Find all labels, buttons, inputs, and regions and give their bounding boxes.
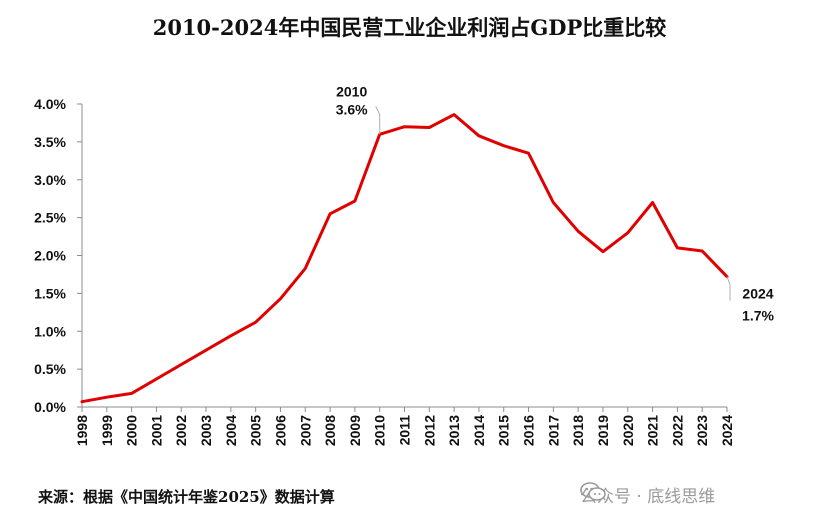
x-tick-label: 2019 xyxy=(595,415,611,446)
wechat-icon xyxy=(580,482,606,501)
y-tick-label: 1.0% xyxy=(34,323,66,339)
x-tick-label: 2000 xyxy=(124,415,140,446)
chart-title: 2010-2024年中国民营工业企业利润占GDP比重比较 xyxy=(152,15,667,40)
x-tick-label: 2005 xyxy=(248,415,264,446)
annotation-value: 1.7% xyxy=(742,308,774,324)
axes xyxy=(81,104,727,408)
x-tick-label: 2010 xyxy=(372,415,388,446)
annotations: 2010 3.6% 2024 1.7% xyxy=(336,83,775,323)
y-tick-labels: 0.0% 0.5% 1.0% 1.5% 2.0% 2.5% 3.0% 3.5% 4.0% xyxy=(34,96,82,415)
x-tick-label: 2024 xyxy=(719,415,735,446)
x-tick-label: 2014 xyxy=(471,415,487,446)
annotation-year: 2024 xyxy=(742,286,773,302)
x-tick-label: 2021 xyxy=(645,415,661,446)
x-tick-label: 2013 xyxy=(446,415,462,446)
x-tick-label: 2006 xyxy=(272,415,288,446)
watermark: 公众号 · 底线思维 xyxy=(580,482,715,507)
y-tick-label: 0.5% xyxy=(34,361,66,377)
x-tick-label: 2009 xyxy=(347,415,363,446)
annotation-value: 3.6% xyxy=(336,101,368,117)
source-note: 来源：根据《中国统计年鉴2025》数据计算 xyxy=(38,488,335,506)
y-tick-label: 4.0% xyxy=(34,96,66,112)
watermark-text: 公众号 · 底线思维 xyxy=(580,487,716,507)
y-tick-label: 0.0% xyxy=(34,399,66,415)
x-tick-label: 2020 xyxy=(620,415,636,446)
x-tick-label: 2011 xyxy=(397,415,413,446)
series-line xyxy=(80,113,729,404)
x-tick-label: 2017 xyxy=(545,415,561,446)
x-tick-label: 2002 xyxy=(173,415,189,446)
x-tick-label: 2007 xyxy=(297,415,313,446)
annotation-leader xyxy=(726,276,731,301)
y-tick-label: 2.0% xyxy=(34,248,66,264)
series-group xyxy=(80,113,729,404)
x-tick-label: 2015 xyxy=(496,415,512,446)
annotation-leader xyxy=(375,106,381,135)
y-tick-label: 2.5% xyxy=(34,210,66,226)
x-tick-label: 2004 xyxy=(223,415,239,446)
x-tick-label: 1998 xyxy=(74,415,90,446)
x-tick-label: 2016 xyxy=(521,415,537,446)
x-tick-label: 1999 xyxy=(99,415,115,446)
y-tick-label: 1.5% xyxy=(34,285,66,301)
x-tick-label: 2008 xyxy=(322,415,338,446)
y-tick-label: 3.5% xyxy=(34,134,66,150)
x-tick-label: 2018 xyxy=(570,415,586,446)
x-tick-label: 2023 xyxy=(694,415,710,446)
y-tick-label: 3.0% xyxy=(34,172,66,188)
x-tick-labels: 1998 1999 2000 2001 2002 2003 2004 2005 2006 2007… xyxy=(74,407,735,446)
x-tick-label: 2003 xyxy=(198,415,214,446)
x-tick-label: 2022 xyxy=(669,415,685,446)
x-tick-label: 2001 xyxy=(148,415,164,446)
annotation-year: 2010 xyxy=(336,83,367,99)
x-tick-label: 2012 xyxy=(421,415,437,446)
